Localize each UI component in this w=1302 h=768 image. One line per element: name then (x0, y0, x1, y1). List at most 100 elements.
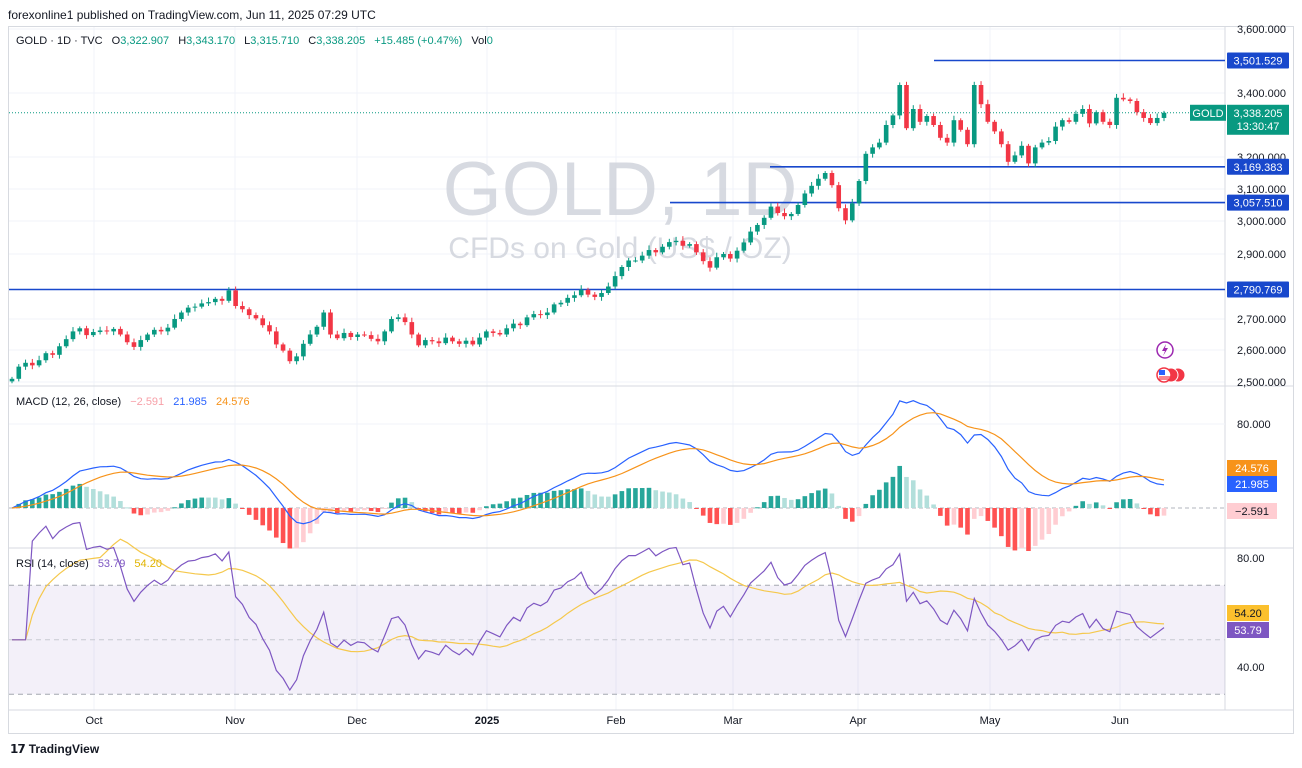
candle-body (667, 242, 672, 247)
candle-body (883, 125, 889, 143)
macd-histogram-bar (240, 508, 245, 509)
macd-histogram-bar (1032, 508, 1038, 546)
macd-title: MACD (12, 26, close) (16, 396, 121, 408)
rsi-ma-line (12, 538, 1165, 653)
candle-body (829, 173, 835, 186)
macd-histogram-bar (1080, 501, 1085, 508)
candle-body (260, 318, 266, 326)
rsi-ma-tag-bg (1227, 605, 1269, 621)
macd-pane[interactable]: 80.000 24.576 21.985 −2.591 (9, 400, 1277, 552)
candle-body (910, 109, 916, 129)
candle-body (124, 334, 130, 343)
macd-histogram-bar (23, 500, 28, 508)
candle-body (1154, 117, 1160, 124)
macd-histogram-bar (355, 508, 360, 511)
candle-body (795, 205, 801, 214)
low-value: 3,315.710 (250, 35, 299, 47)
candle-body (84, 328, 89, 336)
macd-histogram-bar (612, 494, 618, 508)
candle-body (606, 286, 611, 293)
macd-histogram-bar (124, 507, 130, 509)
macd-histogram-bar (497, 503, 503, 508)
tradingview-footer[interactable]: 𝟭𝟳 TradingView (10, 742, 99, 756)
horizontal-levels[interactable] (9, 59, 1225, 291)
rsi-pane[interactable]: 80.00 40.00 54.20 53.79 (9, 521, 1269, 695)
candle-body (368, 335, 374, 339)
candle-body (63, 339, 69, 347)
candle-body (680, 240, 686, 246)
macd-histogram-bar (761, 502, 767, 508)
candle-body (761, 217, 767, 225)
symbol-tag-bg (1190, 104, 1226, 121)
macd-histogram-bar (971, 508, 977, 519)
macd-histogram-bar (511, 498, 516, 508)
open-value: 3,322.907 (120, 35, 169, 47)
candle-body (77, 328, 83, 332)
macd-histogram-bar (179, 503, 184, 508)
rsi-tick-label: 80.00 (1237, 553, 1265, 565)
candle-body (36, 360, 42, 366)
candle-body (877, 142, 882, 148)
candle-body (673, 240, 679, 243)
rsi-tick-label: 40.00 (1237, 662, 1265, 674)
macd-histogram-bar (1046, 508, 1052, 535)
candle-body (348, 332, 354, 337)
macd-histogram-bar (84, 486, 89, 508)
macd-histogram-bar (992, 508, 997, 528)
candle-body (1066, 120, 1072, 122)
macd-histogram-bar (863, 503, 869, 508)
macd-histogram-bar (267, 508, 272, 531)
rsi-value: 53.79 (98, 558, 126, 570)
candle-body (429, 340, 435, 342)
macd-hist-value: −2.591 (130, 396, 164, 408)
macd-histogram-bar (958, 508, 964, 528)
macd-histogram-bar (734, 508, 740, 523)
us-flag-events-icon[interactable] (1156, 367, 1186, 383)
candle-body (212, 298, 218, 303)
candle-body (517, 323, 523, 326)
open-label: O (112, 35, 121, 47)
candle-body (1080, 109, 1085, 114)
macd-histogram-bar (301, 508, 306, 543)
candle-body (971, 85, 977, 145)
macd-histogram-bar (206, 497, 211, 508)
macd-histogram-bar (585, 490, 591, 508)
macd-histogram-bar (965, 508, 970, 535)
macd-histogram-bar (287, 508, 293, 549)
candle-body (863, 153, 869, 181)
candle-body (301, 343, 306, 357)
candle-body (436, 341, 442, 344)
candle-body (1093, 112, 1099, 124)
ohlc-legend: GOLD · 1D · TVC O3,322.907 H3,343.170 L3… (16, 35, 493, 47)
candle-body (504, 328, 509, 335)
candle-body (944, 137, 950, 143)
macd-histogram-bar (1134, 503, 1140, 508)
macd-histogram-bar (1114, 502, 1119, 508)
candle-body (402, 317, 408, 323)
candle-body (463, 340, 469, 344)
macd-histogram-bar (192, 498, 198, 508)
candle-body (551, 304, 557, 313)
macd-histogram-bar (1073, 505, 1079, 508)
candle-body (497, 332, 503, 335)
time-axis[interactable]: Oct Nov Dec 2025 Feb Mar Apr May Jun (85, 715, 1128, 727)
macd-histogram-bar (443, 508, 448, 513)
rsi-ma-value: 54.20 (134, 558, 162, 570)
candle-body (849, 203, 855, 221)
macd-histogram-bar (897, 465, 903, 508)
candle-body (246, 309, 252, 316)
macd-histogram-bar (910, 480, 916, 508)
lightning-icon[interactable] (1156, 341, 1174, 359)
macd-histogram-bar (836, 505, 842, 508)
macd-histogram-bar (788, 499, 794, 508)
macd-histogram-bar (158, 508, 164, 513)
candle-body (294, 356, 299, 362)
macd-histogram-bar (1154, 508, 1160, 517)
macd-histogram-bar (856, 508, 862, 517)
macd-histogram-bar (16, 503, 22, 508)
macd-hist-tag-bg (1227, 503, 1277, 519)
candle-body (836, 185, 842, 209)
candlestick-series[interactable] (9, 81, 1167, 384)
macd-histogram-bar (348, 508, 354, 512)
